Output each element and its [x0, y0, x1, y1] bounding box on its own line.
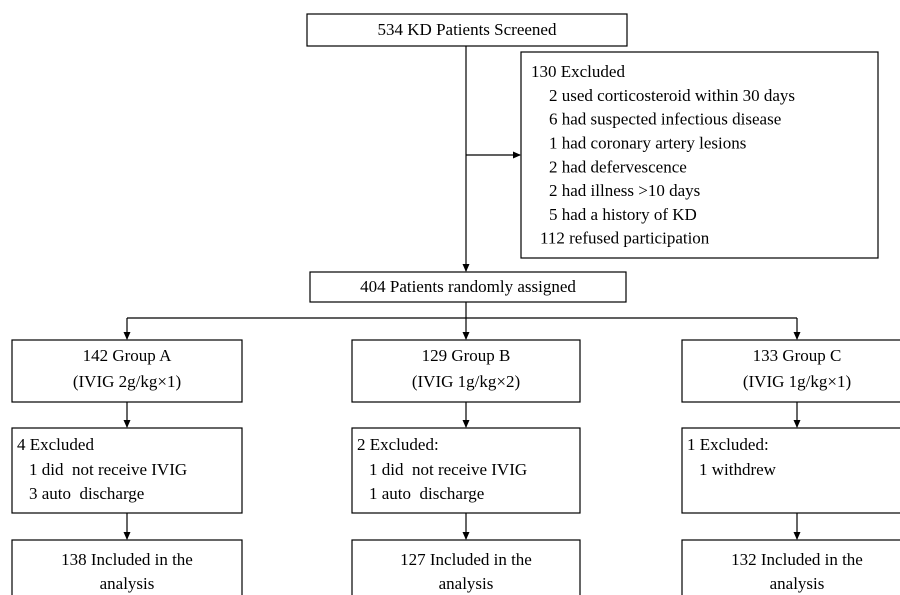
- group-box: [351, 339, 581, 403]
- group-excluded-title: 2 Excluded:: [357, 435, 439, 454]
- included-label: analysis: [770, 574, 825, 593]
- included-label: analysis: [100, 574, 155, 593]
- randomized-box: [309, 271, 627, 303]
- group-box: [681, 339, 900, 403]
- group-excluded-box: [681, 427, 900, 514]
- included-box: [11, 539, 243, 595]
- group-excluded-box: [11, 427, 243, 514]
- excluded-item: 2 used corticosteroid within 30 days: [549, 86, 795, 105]
- group-excluded-item: 1 withdrew: [699, 460, 777, 479]
- excluded-item: 1 had coronary artery lesions: [549, 134, 746, 153]
- excluded-item: 5 had a history of KD: [549, 205, 697, 224]
- group-regimen: (IVIG 1g/kg×1): [743, 372, 851, 391]
- group-excluded-box: [351, 427, 581, 514]
- group-name: 133 Group C: [753, 346, 842, 365]
- excluded-item: 6 had suspected infectious disease: [549, 110, 781, 129]
- excluded-item: 2 had illness >10 days: [549, 181, 700, 200]
- screened-box: [306, 13, 628, 47]
- randomized-label: 404 Patients randomly assigned: [360, 277, 576, 296]
- included-label: 138 Included in the: [61, 550, 193, 569]
- excluded-item: 112 refused participation: [540, 229, 710, 248]
- group-regimen: (IVIG 2g/kg×1): [73, 372, 181, 391]
- group-excluded-item: 1 did not receive IVIG: [369, 460, 527, 479]
- included-label: analysis: [439, 574, 494, 593]
- included-box: [351, 539, 581, 595]
- excluded-item: 2 had defervescence: [549, 157, 687, 176]
- included-label: 132 Included in the: [731, 550, 863, 569]
- group-excluded-item: 3 auto discharge: [29, 484, 144, 503]
- group-excluded-title: 4 Excluded: [17, 435, 94, 454]
- included-box: [681, 539, 900, 595]
- group-excluded-item: 1 auto discharge: [369, 484, 484, 503]
- group-name: 129 Group B: [422, 346, 511, 365]
- group-name: 142 Group A: [83, 346, 173, 365]
- excluded-box: [520, 51, 879, 259]
- group-excluded-item: 1 did not receive IVIG: [29, 460, 187, 479]
- groups: 2 used corticosteroid within 30 days 6 ha…: [11, 86, 900, 595]
- group-regimen: (IVIG 1g/kg×2): [412, 372, 520, 391]
- group-box: [11, 339, 243, 403]
- group-excluded-title: 1 Excluded:: [687, 435, 769, 454]
- excluded-title: 130 Excluded: [531, 62, 625, 81]
- included-label: 127 Included in the: [400, 550, 532, 569]
- screened-label: 534 KD Patients Screened: [378, 20, 557, 39]
